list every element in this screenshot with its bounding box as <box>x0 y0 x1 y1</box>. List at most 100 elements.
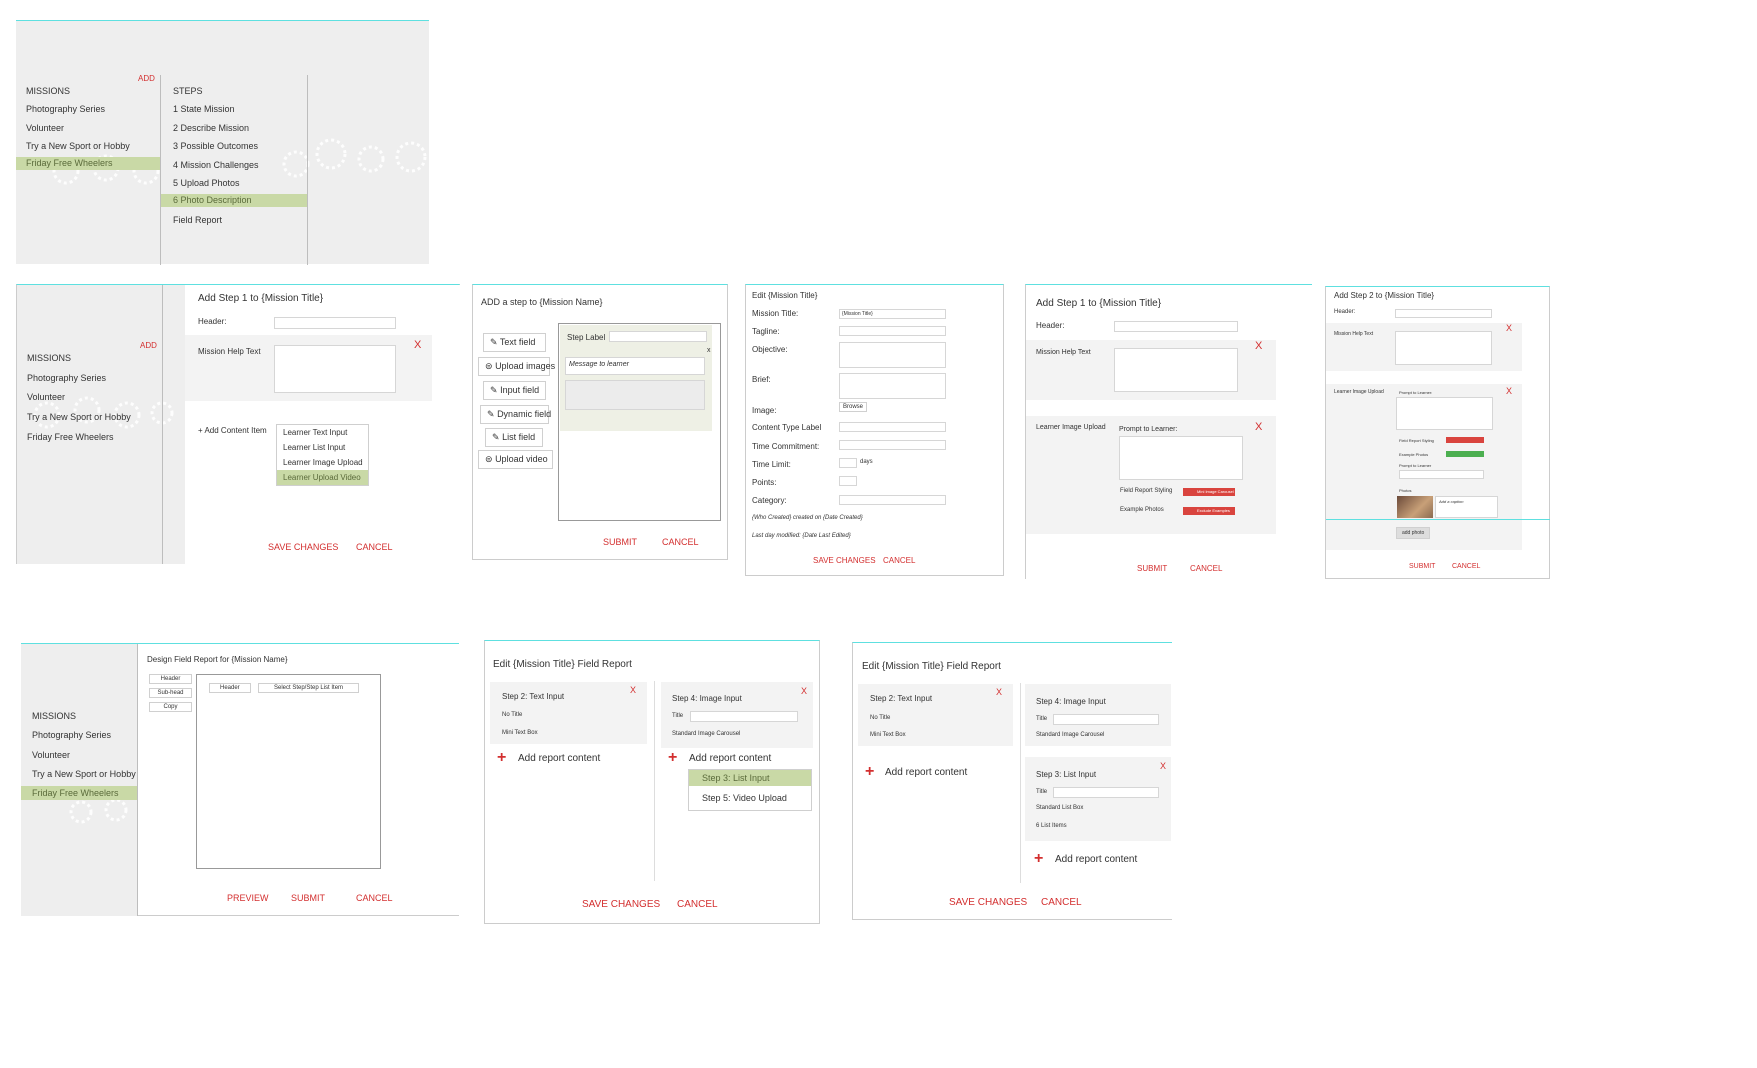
close-icon[interactable]: X <box>630 685 637 695</box>
styling-toggle[interactable]: Mini Image Carousel <box>1183 488 1235 496</box>
close-icon[interactable]: X <box>1255 421 1263 433</box>
message-body[interactable] <box>565 380 705 410</box>
dropdown-option-selected[interactable]: Step 3: List Input <box>689 770 811 786</box>
close-icon[interactable]: x <box>707 347 711 354</box>
cancel-button[interactable]: CANCEL <box>677 899 718 910</box>
time-commitment-input[interactable] <box>839 440 946 450</box>
submit-button[interactable]: SUBMIT <box>1137 564 1168 573</box>
add-report-content[interactable]: Add report content <box>1055 854 1138 865</box>
mission-item[interactable]: Try a New Sport or Hobby <box>32 769 136 779</box>
step-label-input[interactable] <box>609 331 707 342</box>
styling-toggle[interactable] <box>1446 437 1484 443</box>
prompt-input[interactable] <box>1119 436 1243 480</box>
prompt-input[interactable] <box>1396 397 1493 430</box>
mission-item[interactable]: Volunteer <box>26 123 65 133</box>
cancel-button[interactable]: CANCEL <box>356 893 393 903</box>
upload-video-tool[interactable]: ⊜ Upload video <box>478 450 553 469</box>
mission-item[interactable]: Volunteer <box>32 750 71 760</box>
add-icon[interactable]: + <box>1034 850 1044 867</box>
add-content-item[interactable]: + Add Content Item <box>198 426 267 435</box>
points-input[interactable] <box>839 476 857 486</box>
step-item[interactable]: 5 Upload Photos <box>173 178 240 188</box>
step-item[interactable]: 2 Describe Mission <box>173 123 250 133</box>
cancel-button[interactable]: CANCEL <box>662 537 699 547</box>
dropdown-option[interactable]: Learner List Input <box>283 443 346 452</box>
help-text-input[interactable] <box>274 345 396 393</box>
save-changes-button[interactable]: SAVE CHANGES <box>268 542 339 552</box>
time-limit-input[interactable] <box>839 458 857 468</box>
mission-title-input[interactable]: {Mission Title} <box>839 309 946 319</box>
close-icon[interactable]: X <box>801 686 808 696</box>
mission-item[interactable]: Try a New Sport or Hobby <box>27 412 131 422</box>
title-input[interactable] <box>1053 787 1159 798</box>
add-report-content[interactable]: Add report content <box>885 767 968 778</box>
prompt-input-2[interactable] <box>1399 470 1484 479</box>
add-photo-button[interactable]: add photo <box>1396 527 1431 539</box>
preview-button[interactable]: PREVIEW <box>227 893 269 903</box>
cancel-button[interactable]: CANCEL <box>883 556 916 565</box>
step-item-selected[interactable]: 6 Photo Description <box>161 194 307 207</box>
close-icon[interactable]: X <box>1506 386 1513 396</box>
close-icon[interactable]: X <box>1255 340 1263 352</box>
title-input[interactable] <box>1053 714 1159 725</box>
submit-button[interactable]: SUBMIT <box>1409 563 1436 570</box>
mission-item[interactable]: Photography Series <box>32 730 112 740</box>
add-mission-link[interactable]: ADD <box>140 341 157 350</box>
save-changes-button[interactable]: SAVE CHANGES <box>582 899 661 910</box>
header-block[interactable]: Header <box>209 683 251 693</box>
header-input[interactable] <box>1114 321 1238 332</box>
close-icon[interactable]: X <box>414 339 422 351</box>
input-field-tool[interactable]: ✎ Input field <box>483 381 546 400</box>
help-text-input[interactable] <box>1395 331 1492 365</box>
add-icon[interactable]: + <box>865 763 875 780</box>
mission-item-selected[interactable]: Friday Free Wheelers <box>21 786 137 800</box>
examples-toggle[interactable]: Exclude Examples <box>1183 507 1235 515</box>
submit-button[interactable]: SUBMIT <box>603 537 638 547</box>
list-field-tool[interactable]: ✎ List field <box>485 428 543 447</box>
cancel-button[interactable]: CANCEL <box>1190 564 1223 573</box>
caption-input[interactable]: Add a caption <box>1435 496 1498 518</box>
step-item[interactable]: 1 State Mission <box>173 104 235 114</box>
message-input[interactable]: Message to learner <box>565 357 705 375</box>
mission-item[interactable]: Photography Series <box>27 373 107 383</box>
examples-toggle[interactable] <box>1446 451 1484 457</box>
header-input[interactable] <box>1395 309 1492 318</box>
cancel-button[interactable]: CANCEL <box>356 542 393 552</box>
category-input[interactable] <box>839 495 946 505</box>
mission-item[interactable]: Friday Free Wheelers <box>27 432 114 442</box>
photo-thumbnail[interactable] <box>1397 496 1433 518</box>
submit-button[interactable]: SUBMIT <box>291 893 326 903</box>
mission-item-selected[interactable]: Friday Free Wheelers <box>16 157 160 170</box>
step-item[interactable]: Field Report <box>173 215 223 225</box>
step-item[interactable]: 3 Possible Outcomes <box>173 141 259 151</box>
dropdown-option-selected[interactable]: Learner Upload Video <box>277 470 368 485</box>
text-field-tool[interactable]: ✎ Text field <box>483 333 546 352</box>
save-changes-button[interactable]: SAVE CHANGES <box>813 556 876 565</box>
save-changes-button[interactable]: SAVE CHANGES <box>949 897 1028 908</box>
header-tool[interactable]: Header <box>149 674 192 684</box>
select-step-dropdown[interactable]: Select Step/Step List Item <box>258 683 360 693</box>
mission-item[interactable]: Try a New Sport or Hobby <box>26 141 130 151</box>
cancel-button[interactable]: CANCEL <box>1452 563 1481 570</box>
browse-button[interactable]: Browse <box>839 402 868 412</box>
mission-item[interactable]: Photography Series <box>26 104 106 114</box>
subhead-tool[interactable]: Sub-head <box>149 688 192 698</box>
step-item[interactable]: 4 Mission Challenges <box>173 160 259 170</box>
upload-images-tool[interactable]: ⊜ Upload images <box>478 357 555 376</box>
content-type-input[interactable] <box>839 422 946 432</box>
add-report-content[interactable]: Add report content <box>689 753 772 764</box>
add-report-content[interactable]: Add report content <box>518 753 601 764</box>
copy-tool[interactable]: Copy <box>149 702 192 712</box>
dynamic-field-tool[interactable]: ✎ Dynamic field <box>480 405 551 424</box>
header-input[interactable] <box>274 317 396 329</box>
help-text-input[interactable] <box>1114 348 1238 392</box>
add-mission-link[interactable]: ADD <box>138 74 155 83</box>
add-icon[interactable]: + <box>497 749 507 766</box>
mission-item[interactable]: Volunteer <box>27 392 66 402</box>
close-icon[interactable]: X <box>1506 323 1513 333</box>
dropdown-option[interactable]: Learner Text Input <box>283 428 348 437</box>
close-icon[interactable]: X <box>1160 761 1167 771</box>
tagline-input[interactable] <box>839 326 946 336</box>
add-icon[interactable]: + <box>668 749 678 766</box>
objective-input[interactable] <box>839 342 946 368</box>
